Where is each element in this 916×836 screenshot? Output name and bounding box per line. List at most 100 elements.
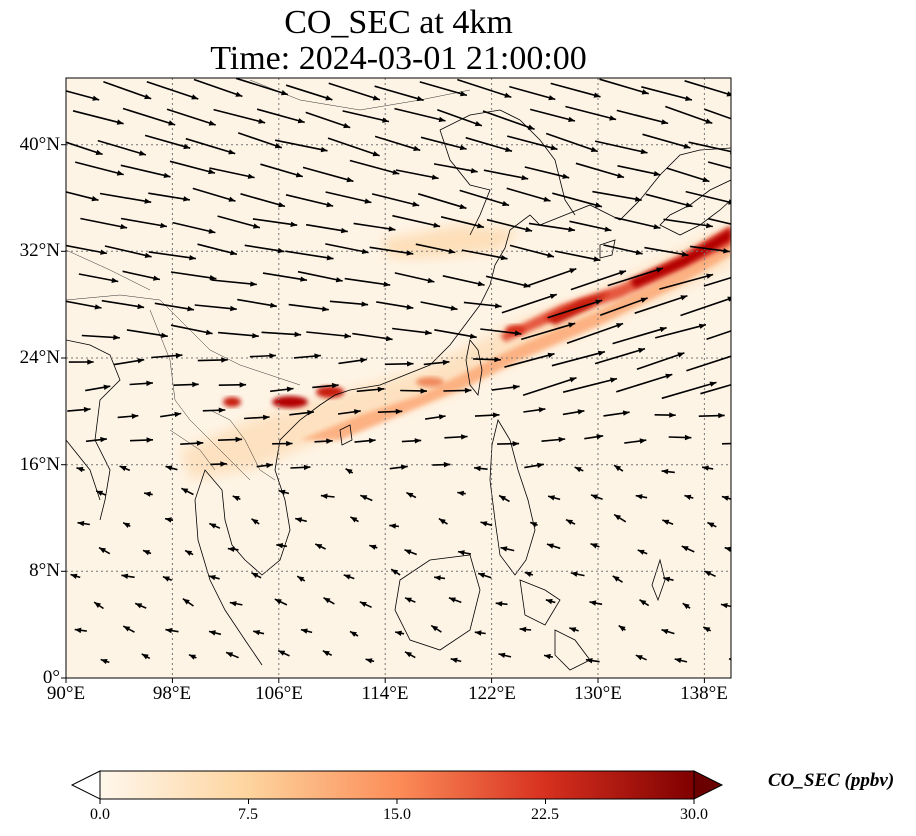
wind-vector — [369, 246, 414, 255]
wind-vector-head — [192, 381, 199, 388]
wind-vector — [486, 218, 533, 232]
wind-vector — [261, 331, 302, 336]
wind-vector — [120, 217, 168, 228]
axis-ticks — [61, 144, 705, 683]
wind-vector-head — [500, 546, 508, 552]
wind-vector — [126, 329, 168, 338]
wind-vector-head — [346, 176, 354, 183]
wind-vector-head — [143, 550, 150, 556]
wind-vector-head — [450, 657, 458, 663]
wind-vector-head — [519, 626, 527, 633]
wind-vector — [524, 166, 570, 179]
wind-vector-head — [183, 143, 191, 150]
wind-vector-head — [388, 226, 396, 232]
wind-vector-head — [326, 438, 333, 444]
wind-vector-head — [94, 304, 102, 310]
wind-vectors — [66, 78, 752, 665]
wind-vector-head — [461, 434, 468, 440]
wind-vector-head — [568, 226, 575, 233]
wind-vector-head — [558, 436, 566, 443]
wind-vector-head — [250, 281, 257, 287]
wind-vector-head — [414, 438, 422, 444]
wind-vector-head — [235, 91, 243, 97]
wind-vector-head — [99, 547, 106, 554]
wind-vector-head — [406, 304, 414, 310]
lon-label-130e: 130°E — [574, 683, 622, 704]
wind-vector-head — [416, 95, 424, 102]
wind-vector-head — [568, 116, 575, 122]
wind-vector-head — [119, 466, 127, 472]
wind-vector — [686, 355, 731, 372]
wind-vector-head — [656, 267, 664, 273]
wind-vector-head — [144, 491, 151, 497]
wind-vector — [170, 324, 213, 335]
wind-vector-head — [474, 121, 482, 127]
wind-vector-head — [274, 599, 282, 605]
wind-vector — [274, 139, 328, 152]
wind-vector — [721, 442, 731, 445]
wind-vector-head — [612, 575, 620, 582]
colorbar-tick-2: 15.0 — [383, 806, 411, 823]
wind-vector-head — [494, 303, 502, 309]
wind-vector-head — [639, 438, 647, 444]
wind-vector — [185, 137, 236, 155]
wind-vector-head — [438, 414, 446, 420]
wind-vector-head — [165, 465, 173, 471]
wind-vector-head — [593, 92, 601, 98]
wind-vector-head — [543, 196, 551, 202]
wind-vector-head — [569, 377, 577, 383]
wind-vector-head — [165, 517, 172, 523]
wind-vector — [66, 90, 100, 101]
wind-vector — [433, 163, 478, 173]
wind-vector-head — [459, 144, 467, 151]
wind-vector-head — [320, 493, 328, 499]
wind-vector-head — [706, 273, 714, 279]
wind-vector — [616, 109, 669, 125]
wind-vector-head — [121, 573, 129, 579]
wind-vector-head — [322, 650, 330, 657]
wind-vector — [305, 111, 351, 129]
wind-vector-head — [537, 462, 544, 469]
wind-vector-head — [705, 118, 713, 124]
lon-label-138e: 138°E — [680, 683, 728, 704]
wind-vector-head — [677, 352, 685, 358]
wind-vector-head — [232, 496, 240, 502]
wind-vector-head — [735, 352, 742, 357]
wind-vector — [285, 250, 334, 260]
wind-vector-head — [277, 247, 285, 254]
wind-vector — [459, 189, 510, 207]
wind-vector-head — [395, 408, 403, 415]
wind-vector-head — [100, 659, 108, 665]
wind-vector-head — [680, 295, 688, 301]
wind-vector-head — [269, 353, 276, 359]
wind-vector-head — [123, 626, 131, 632]
wind-vector-head — [577, 409, 585, 415]
wind-vector — [607, 267, 664, 287]
wind-vector — [288, 303, 329, 311]
wind-vector-head — [251, 572, 259, 579]
wind-vector-head — [229, 601, 237, 607]
wind-vector-head — [209, 523, 217, 529]
wind-vector-head — [252, 333, 259, 339]
wind-vector-head — [745, 170, 752, 175]
wind-vector-head — [477, 223, 484, 229]
wind-vector — [550, 82, 601, 98]
wind-vector-head — [726, 91, 731, 97]
wind-vector-head — [343, 574, 351, 580]
wind-vector — [501, 293, 558, 314]
wind-vector-head — [721, 495, 729, 501]
wind-vector-head — [702, 176, 710, 183]
wind-vector-head — [684, 494, 692, 500]
wind-vector-head — [294, 331, 302, 338]
wind-vector-head — [191, 94, 199, 100]
wind-vector-head — [595, 299, 603, 305]
wind-vector — [327, 137, 380, 157]
wind-vector-head — [566, 519, 573, 525]
wind-vector — [685, 190, 731, 204]
wind-vector-head — [514, 330, 522, 336]
wind-vector-head — [391, 569, 399, 575]
wind-vector — [506, 187, 551, 202]
wind-vector-head — [74, 627, 82, 634]
wind-vector-head — [113, 334, 120, 341]
wind-vector-head — [521, 175, 529, 181]
